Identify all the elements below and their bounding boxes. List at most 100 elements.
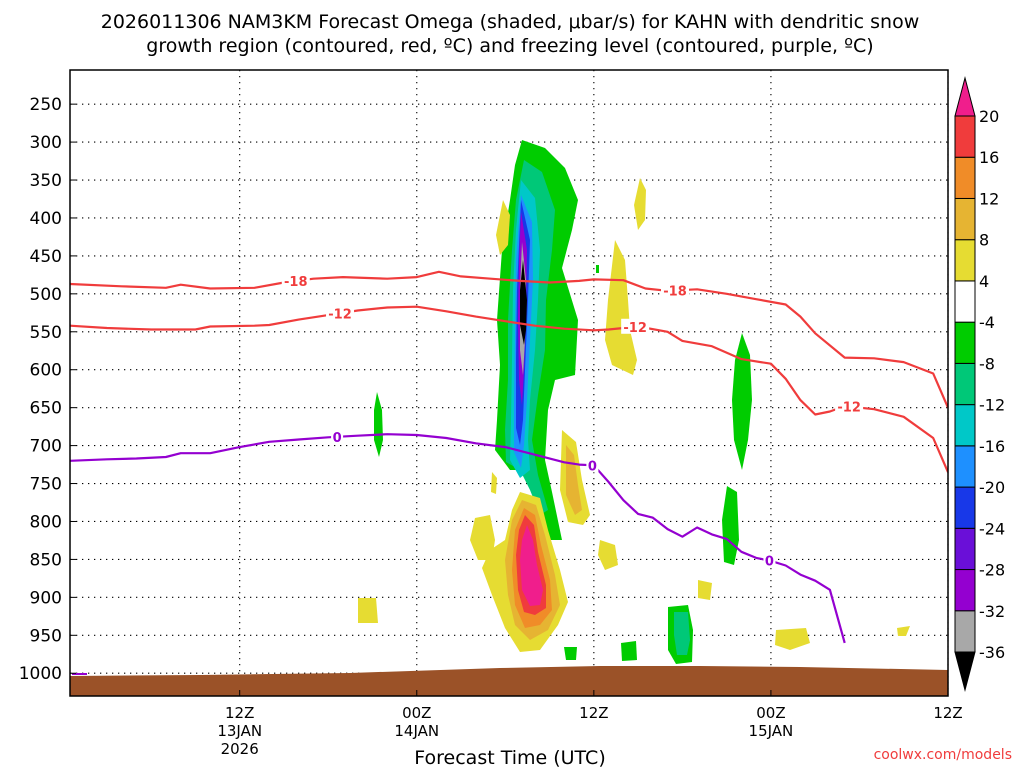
axes: 250 300 350 400 450 500 550 600 650 700 750 800 850 9… [19, 95, 963, 758]
contour-label: 0 [588, 459, 597, 474]
colorbar-swatch [954, 239, 976, 282]
contour-label: 0 [333, 431, 342, 446]
y-tick-label: 500 [30, 285, 62, 305]
y-tick-label: 900 [30, 588, 62, 608]
colorbar-swatch [954, 321, 976, 364]
y-tick-label: 750 [30, 475, 62, 495]
omega-band-plus-4 [358, 598, 378, 623]
colorbar-label: 12 [979, 189, 999, 208]
y-tick-label: 650 [30, 399, 62, 419]
contour-line-0 [70, 433, 846, 644]
y-tick-label: 400 [30, 209, 62, 229]
y-tick-label: 350 [30, 171, 62, 191]
colorbar-label: -24 [979, 519, 1005, 538]
colorbar-label: 20 [979, 107, 999, 126]
colorbar-label: 8 [979, 231, 989, 250]
x-tick-date-label: 13JAN [217, 722, 262, 740]
omega-band-plus-4 [605, 240, 637, 375]
y-tick-label: 800 [30, 512, 62, 532]
colorbar-label: -12 [979, 396, 1005, 415]
y-tick-label: 850 [30, 550, 62, 570]
y-tick-label: 450 [30, 247, 62, 267]
contour-line-minus-12 [70, 305, 948, 473]
contour-line-minus-18 [70, 270, 948, 409]
omega-band-plus-20 [520, 525, 543, 606]
y-tick-label: 550 [30, 323, 62, 343]
credit-text: coolwx.com/models [874, 747, 1012, 763]
colorbar-label: -8 [979, 354, 995, 373]
contour-label: 0 [765, 555, 774, 570]
x-tick-date-label: 14JAN [394, 722, 439, 740]
omega-band-minus-4 [732, 333, 752, 470]
contour-label-background [835, 398, 864, 414]
x-tick-date-label: 15JAN [749, 722, 794, 740]
colorbar-label: -32 [979, 602, 1005, 621]
colorbar-swatch [954, 404, 976, 447]
y-tick-label: 300 [30, 133, 62, 153]
x-tick-label: 00Z [756, 704, 785, 722]
colorbar-label: 16 [979, 148, 999, 167]
colorbar-swatch [954, 610, 976, 653]
omega-band-plus-4 [698, 580, 712, 600]
x-tick-label: 12Z [579, 704, 608, 722]
colorbar-swatch [954, 445, 976, 488]
omega-band-minus-4 [564, 647, 577, 660]
temperature-contours: -18 -18 -12 -12 -12 0 0 0 [70, 270, 948, 644]
colorbar-swatch [954, 156, 976, 199]
contour-label-background [586, 457, 599, 473]
contour-label-background [763, 552, 776, 568]
omega-band-plus-4 [496, 200, 510, 255]
colorbar-label: -20 [979, 478, 1005, 497]
contour-label-background [621, 318, 650, 334]
colorbar-swatch [954, 569, 976, 612]
y-tick-label: 950 [30, 626, 62, 646]
contour-label: -18 [663, 284, 687, 299]
omega-scattered-features [358, 178, 910, 664]
x-axis-label: Forecast Time (UTC) [414, 747, 605, 768]
colorbar-top-arrow [954, 76, 976, 117]
colorbar-swatch [954, 280, 976, 323]
contour-label: -12 [837, 401, 861, 416]
colorbar-swatch [954, 362, 976, 406]
colorbar: -36 -32 -28 -24 -20 -16 -12 -8 -4 4 8 12 16 20 [954, 76, 1005, 692]
contour-label: -18 [284, 275, 308, 290]
y-tick-label: 250 [30, 95, 62, 115]
terrain-surface [70, 666, 948, 696]
contour-label-background [661, 282, 690, 298]
omega-band-plus-4 [897, 626, 910, 636]
omega-band-minus-4 [596, 265, 599, 273]
omega-core-upper [495, 140, 578, 540]
contour-label-background [331, 428, 344, 444]
omega-lobe-lower [470, 492, 568, 652]
colorbar-label: -16 [979, 437, 1005, 456]
omega-band-plus-4 [470, 515, 495, 560]
omega-band-minus-4 [374, 392, 383, 457]
plot-frame [69, 69, 949, 697]
colorbar-label: -28 [979, 561, 1005, 580]
chart-title-line-1: 2026011306 NAM3KM Forecast Omega (shaded… [101, 11, 920, 33]
colorbar-label: -4 [979, 313, 995, 332]
colorbar-swatch [954, 486, 976, 529]
omega-band-plus-4 [775, 628, 810, 650]
y-tick-label: 600 [30, 361, 62, 381]
contour-label: -12 [328, 307, 352, 322]
colorbar-label: 4 [979, 272, 989, 291]
omega-band-plus-4 [634, 178, 646, 230]
chart-title-line-2: growth region (contoured, red, ºC) and f… [146, 35, 873, 57]
colorbar-swatch [954, 115, 976, 158]
x-tick-label: 12Z [933, 704, 962, 722]
x-tick-label: 00Z [402, 704, 431, 722]
omega-band-minus-4 [621, 641, 637, 661]
y-tick-label: 700 [30, 437, 62, 457]
x-tick-label: 12Z [225, 704, 254, 722]
colorbar-label: -36 [979, 643, 1005, 662]
x-tick-year-label: 2026 [221, 740, 259, 758]
omega-band-minus-8 [674, 612, 690, 655]
colorbar-bottom-arrow [954, 651, 976, 692]
omega-shading [358, 140, 910, 664]
colorbar-swatch [954, 527, 976, 571]
y-tick-label: 1000 [19, 664, 62, 684]
contour-label: -12 [623, 321, 647, 336]
omega-band-plus-4 [598, 540, 618, 570]
